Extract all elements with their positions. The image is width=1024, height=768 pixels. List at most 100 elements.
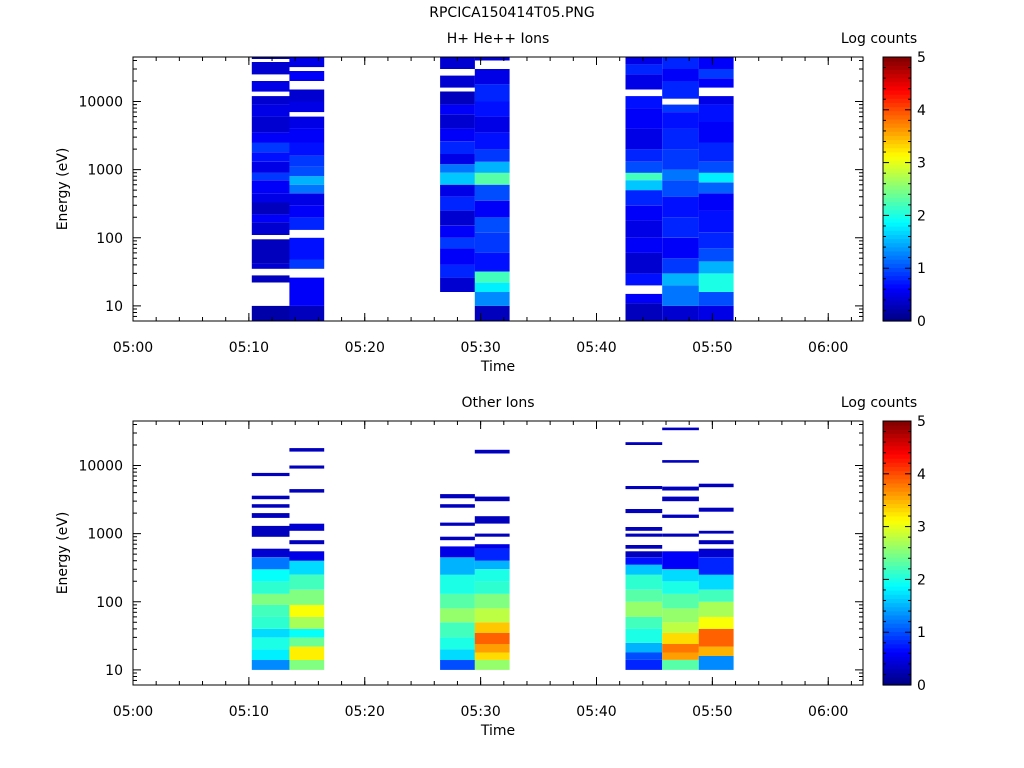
colorbar-swatch	[883, 176, 911, 182]
heatmap-cell	[625, 252, 663, 274]
colorbar-swatch	[883, 118, 911, 124]
heatmap-cell	[698, 616, 734, 629]
heatmap-cell	[662, 659, 699, 670]
colorbar-swatch	[883, 466, 911, 472]
x-tick-label: 05:20	[345, 340, 385, 356]
heatmap-cell	[289, 540, 325, 545]
heatmap-cell	[440, 622, 475, 638]
colorbar-swatch	[883, 127, 911, 132]
heatmap-cell	[289, 166, 325, 177]
heatmap-cell	[625, 589, 663, 602]
heatmap-cell	[662, 622, 699, 633]
heatmap-cell	[251, 222, 290, 235]
heatmap-cell	[625, 172, 663, 181]
heatmap-cell	[440, 536, 475, 541]
heatmap-cell	[474, 608, 510, 623]
colorbar-swatch	[883, 201, 911, 207]
colorbar-swatch	[883, 65, 911, 70]
colorbar-swatch	[883, 131, 911, 136]
heatmap-cell	[289, 89, 325, 102]
heatmap-cell	[289, 616, 325, 629]
colorbar-swatch	[883, 635, 911, 641]
heatmap-cell	[289, 551, 325, 561]
heatmap-cell	[662, 273, 699, 286]
colorbar-swatch	[883, 623, 911, 628]
heatmap-cell	[625, 652, 663, 660]
heatmap-cell	[440, 172, 475, 185]
heatmap-cell	[289, 184, 325, 194]
plot-frame	[132, 420, 864, 686]
figure-title: RPCICA150414T05.PNG	[429, 5, 595, 21]
colorbar-swatch	[883, 474, 911, 480]
colorbar-swatch	[883, 57, 911, 62]
heatmap-cell	[251, 557, 290, 570]
heatmap-cell	[251, 202, 290, 215]
colorbar-swatch	[883, 561, 911, 566]
heatmap-cell	[625, 161, 663, 173]
heatmap-cell	[698, 589, 734, 602]
colorbar-swatch	[883, 147, 911, 153]
heatmap-cell	[662, 486, 699, 491]
x-tick-label: 06:00	[808, 340, 848, 356]
heatmap-cell	[474, 172, 510, 185]
colorbar-swatch	[883, 234, 911, 240]
colorbar-swatch	[883, 279, 911, 285]
heatmap-cell	[440, 494, 475, 499]
heatmap-cell	[251, 239, 290, 264]
colorbar-swatch	[883, 553, 911, 558]
heatmap-cell	[474, 544, 510, 549]
heatmap-cell	[440, 522, 475, 526]
y-tick-label: 1000	[87, 163, 123, 179]
heatmap-cell	[698, 305, 734, 321]
heatmap-cell	[440, 114, 475, 129]
heatmap-cell	[698, 78, 734, 88]
heatmap-cell	[698, 530, 734, 534]
heatmap-cell	[289, 637, 325, 647]
heatmap-cell	[662, 180, 699, 197]
heatmap-cell	[625, 486, 663, 490]
heatmap-cell	[662, 644, 699, 653]
heatmap-cell	[698, 601, 734, 617]
heatmap-cell	[251, 116, 290, 133]
colorbar-swatch	[883, 594, 911, 599]
heatmap-cell	[474, 232, 510, 253]
heatmap-cell	[698, 57, 734, 69]
panel-title: Other Ions	[461, 395, 534, 411]
colorbar-tick-label: 3	[917, 156, 926, 172]
colorbar-swatch	[883, 565, 911, 571]
heatmap-cell	[698, 122, 734, 143]
heatmap-cell	[474, 149, 510, 162]
heatmap-cell	[625, 273, 663, 286]
colorbar-swatch	[883, 664, 911, 670]
colorbar-swatch	[883, 81, 911, 87]
heatmap-cell	[662, 57, 699, 69]
heatmap-cell	[251, 305, 290, 321]
heatmap-cell	[662, 496, 699, 502]
colorbar-swatch	[883, 647, 911, 653]
heatmap-cell	[251, 548, 290, 558]
heatmap-cell	[474, 271, 510, 283]
heatmap-cell	[625, 616, 663, 629]
heatmap-cell	[289, 116, 325, 129]
colorbar-swatch	[883, 619, 911, 624]
heatmap-cell	[474, 217, 510, 233]
colorbar-swatch	[883, 660, 911, 665]
colorbar-swatch	[883, 577, 911, 583]
colorbar-swatch	[883, 189, 911, 194]
heatmap-cell	[289, 560, 325, 575]
heatmap-cell	[474, 101, 510, 117]
colorbar-label: Log counts	[841, 395, 917, 411]
heatmap-cell	[662, 285, 699, 306]
colorbar-swatch	[883, 515, 911, 521]
colorbar-swatch	[883, 267, 911, 273]
heatmap-cell	[474, 132, 510, 150]
heatmap-cell	[474, 594, 510, 609]
heatmap-cell	[625, 128, 663, 150]
colorbar-swatch	[883, 69, 911, 75]
heatmap-cell	[474, 252, 510, 272]
heatmap-cell	[289, 193, 325, 206]
heatmap-cell	[251, 193, 290, 203]
heatmap-cell	[474, 69, 510, 85]
x-axis-label: Time	[480, 359, 515, 375]
heatmap-cell	[625, 527, 663, 531]
